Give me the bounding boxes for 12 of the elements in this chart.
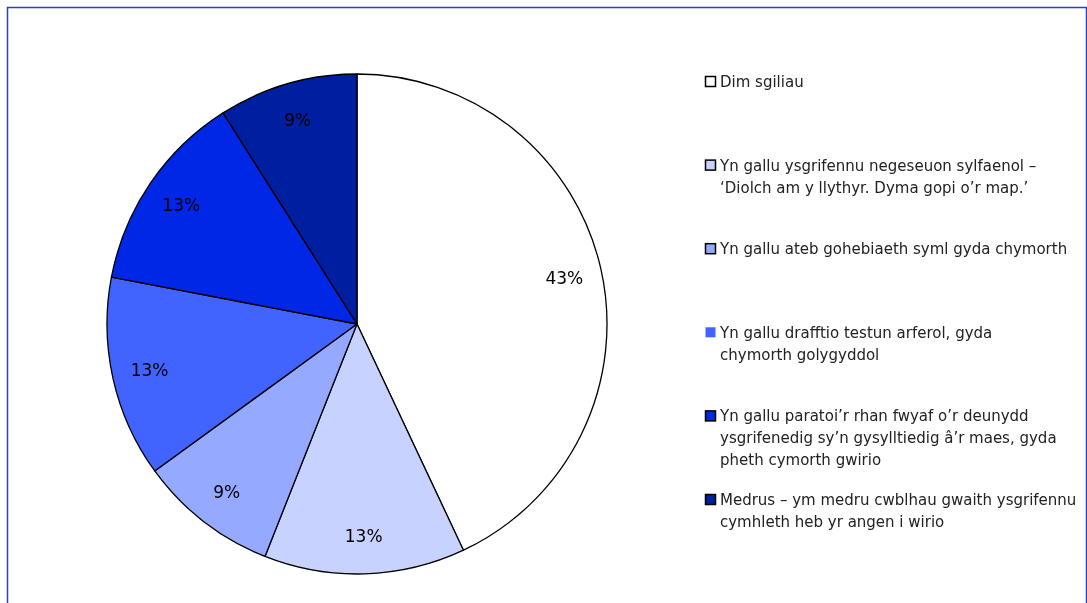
data-label: 9%	[284, 109, 312, 130]
legend-label: Yn gallu ateb gohebiaeth syml gyda chymorth	[719, 240, 1068, 259]
legend-label: Yn gallu paratoi’r rhan fwyaf o’r deunydd ysgrifenedig sy’n gysylltiedig â’r maes, gyda pheth cymorth gwirio	[719, 407, 1057, 470]
data-label: 9%	[213, 481, 241, 502]
legend-label: Dim sgiliau	[720, 73, 804, 91]
data-label: 43%	[545, 267, 584, 288]
data-label: 13%	[130, 360, 169, 381]
legend-label: Yn gallu ysgrifennu negeseuon sylfaenol – ‘Diolch am y llythyr. Dyma gopi o’r map.’	[719, 156, 1037, 197]
legend-label: Medrus – ym medru cwblhau gwaith ysgrifennu cymhleth heb yr angen i wirio	[720, 491, 1077, 531]
data-label: 13%	[344, 526, 383, 547]
data-label: 13%	[162, 194, 201, 215]
legend-label: Yn gallu drafftio testun arferol, gyda chymorth golygyddol	[719, 323, 993, 364]
